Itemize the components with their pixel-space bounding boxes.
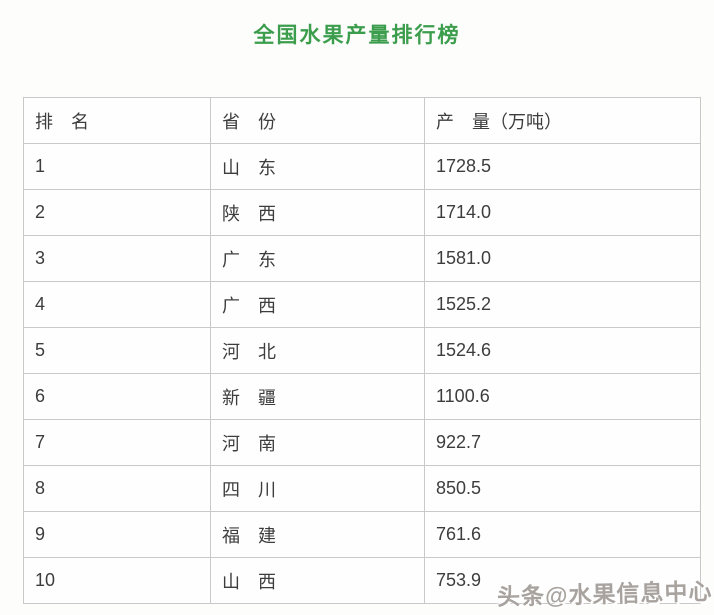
table-row: 2 陕 西 1714.0 (23, 189, 701, 236)
table-row: 3 广 东 1581.0 (23, 235, 701, 282)
production-cell: 1524.6 (424, 327, 701, 374)
rank-cell: 5 (23, 327, 211, 374)
table-row: 5 河 北 1524.6 (23, 327, 701, 374)
rank-cell: 3 (23, 235, 211, 282)
production-cell: 753.9 (424, 557, 701, 604)
rank-cell: 10 (23, 557, 211, 604)
rank-cell: 1 (23, 143, 211, 190)
ranking-table-container: 排 名 省 份 产 量（万吨） 1 山 东 1728.5 2 陕 西 1714.… (23, 97, 701, 604)
production-cell: 922.7 (424, 419, 701, 466)
table-row: 6 新 疆 1100.6 (23, 373, 701, 420)
column-header-province: 省 份 (210, 97, 425, 144)
production-cell: 1728.5 (424, 143, 701, 190)
province-cell: 广 西 (210, 281, 425, 328)
rank-cell: 2 (23, 189, 211, 236)
province-cell: 山 西 (210, 557, 425, 604)
rank-cell: 4 (23, 281, 211, 328)
watermark: 头条@水果信息中心 (496, 578, 713, 610)
page-title: 全国水果产量排行榜 (253, 24, 461, 47)
province-cell: 陕 西 (210, 189, 425, 236)
production-cell: 1100.6 (424, 373, 701, 420)
province-cell: 福 建 (210, 511, 425, 558)
column-header-production: 产 量（万吨） (424, 97, 701, 144)
table-row: 4 广 西 1525.2 (23, 281, 701, 328)
production-cell: 1525.2 (424, 281, 701, 328)
table-row: 7 河 南 922.7 (23, 419, 701, 466)
table-row: 10 山 西 753.9 (23, 557, 701, 604)
rank-cell: 6 (23, 373, 211, 420)
table-row: 8 四 川 850.5 (23, 465, 701, 512)
production-cell: 1581.0 (424, 235, 701, 282)
rank-cell: 8 (23, 465, 211, 512)
province-cell: 河 北 (210, 327, 425, 374)
province-cell: 山 东 (210, 143, 425, 190)
province-cell: 广 东 (210, 235, 425, 282)
province-cell: 四 川 (210, 465, 425, 512)
column-header-rank: 排 名 (23, 97, 211, 144)
table-row: 9 福 建 761.6 (23, 511, 701, 558)
table-row: 1 山 东 1728.5 (23, 143, 701, 190)
rank-cell: 9 (23, 511, 211, 558)
province-cell: 新 疆 (210, 373, 425, 420)
production-cell: 761.6 (424, 511, 701, 558)
rank-cell: 7 (23, 419, 211, 466)
ranking-table: 排 名 省 份 产 量（万吨） 1 山 东 1728.5 2 陕 西 1714.… (23, 97, 701, 604)
province-cell: 河 南 (210, 419, 425, 466)
header-row: 排 名 省 份 产 量（万吨） (23, 97, 701, 144)
production-cell: 1714.0 (424, 189, 701, 236)
production-cell: 850.5 (424, 465, 701, 512)
